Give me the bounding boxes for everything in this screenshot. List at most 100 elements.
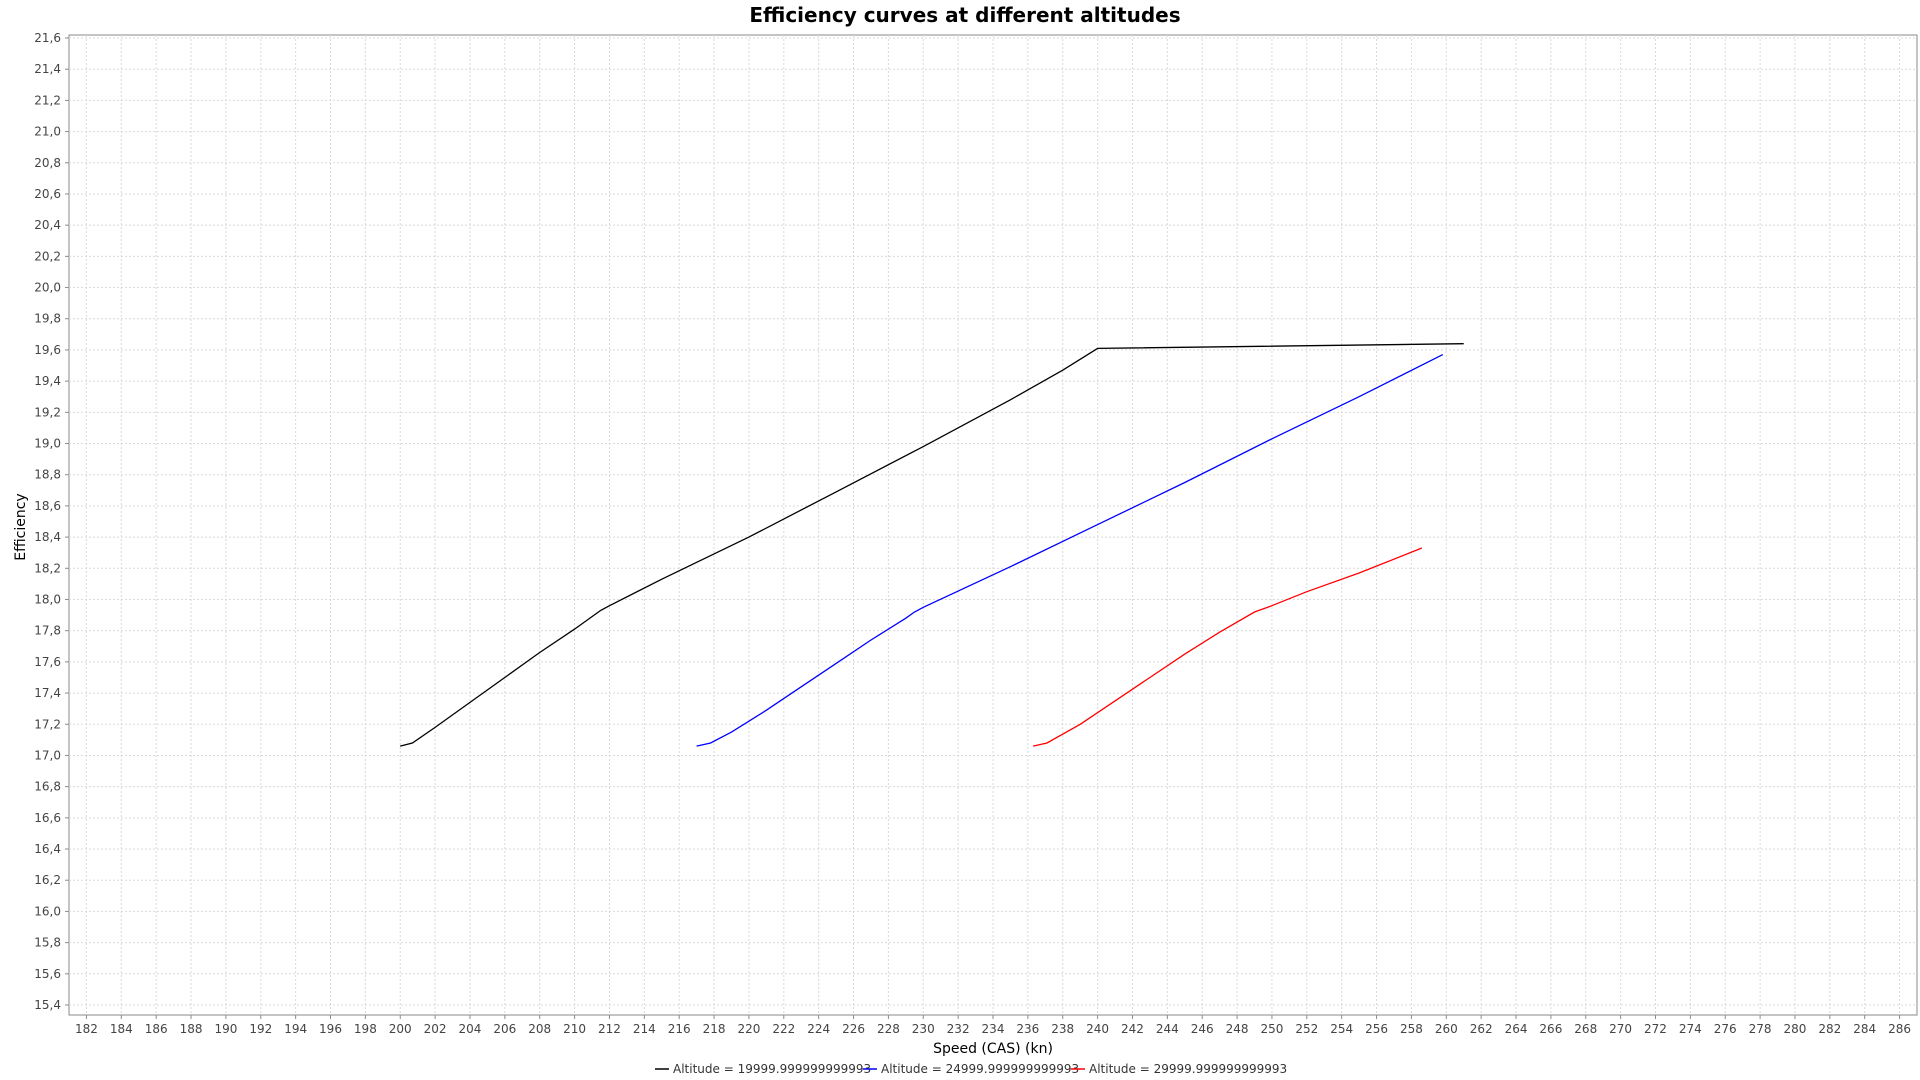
x-tick-label: 196 <box>319 1022 342 1036</box>
x-tick-label: 276 <box>1714 1022 1737 1036</box>
series-line-3 <box>1032 547 1423 747</box>
y-tick-label: 16,8 <box>34 780 61 794</box>
y-tick-label: 15,8 <box>34 936 61 950</box>
x-tick-label: 280 <box>1784 1022 1807 1036</box>
x-tick-label: 264 <box>1505 1022 1528 1036</box>
y-tick-label: 18,0 <box>34 592 61 606</box>
y-tick-label: 15,4 <box>34 998 61 1012</box>
legend-label: Altitude = 24999.999999999993 <box>881 1062 1079 1076</box>
x-tick-label: 202 <box>424 1022 447 1036</box>
x-tick-label: 238 <box>1051 1022 1074 1036</box>
x-tick-label: 246 <box>1191 1022 1214 1036</box>
y-tick-label: 20,2 <box>34 249 61 263</box>
y-tick-label: 15,6 <box>34 967 61 981</box>
x-tick-label: 184 <box>110 1022 133 1036</box>
x-tick-label: 222 <box>772 1022 795 1036</box>
legend-item-1: Altitude = 19999.999999999993 <box>655 1062 871 1076</box>
y-tick-label: 16,6 <box>34 811 61 825</box>
y-tick-label: 20,8 <box>34 156 61 170</box>
x-tick-label: 228 <box>877 1022 900 1036</box>
y-tick-label: 19,8 <box>34 312 61 326</box>
x-tick-label: 210 <box>563 1022 586 1036</box>
y-tick-label: 20,6 <box>34 187 61 201</box>
x-tick-label: 260 <box>1435 1022 1458 1036</box>
y-tick-label: 16,0 <box>34 904 61 918</box>
x-tick-label: 224 <box>807 1022 830 1036</box>
x-tick-label: 262 <box>1470 1022 1493 1036</box>
y-tick-label: 18,8 <box>34 468 61 482</box>
x-tick-label: 282 <box>1818 1022 1841 1036</box>
x-tick-label: 226 <box>842 1022 865 1036</box>
legend-label: Altitude = 29999.999999999993 <box>1089 1062 1287 1076</box>
x-tick-label: 236 <box>1016 1022 1039 1036</box>
series-lines <box>400 343 1464 747</box>
x-tick-label: 194 <box>284 1022 307 1036</box>
x-tick-label: 206 <box>493 1022 516 1036</box>
x-tick-label: 250 <box>1260 1022 1283 1036</box>
y-axis: 15,4 15,6 15,8 16,0 16,2 16,4 16,6 16,8 17,0 17,2… <box>34 31 69 1012</box>
y-tick-label: 19,2 <box>34 405 61 419</box>
series-line-1 <box>400 343 1464 747</box>
x-tick-label: 212 <box>598 1022 621 1036</box>
y-tick-label: 19,0 <box>34 437 61 451</box>
x-tick-label: 216 <box>668 1022 691 1036</box>
x-tick-label: 192 <box>249 1022 272 1036</box>
y-tick-label: 17,0 <box>34 748 61 762</box>
y-tick-label: 18,6 <box>34 499 61 513</box>
series-line-2 <box>696 354 1444 747</box>
y-axis-label: Efficiency <box>13 493 29 560</box>
x-tick-label: 258 <box>1400 1022 1423 1036</box>
legend-item-2: Altitude = 24999.999999999993 <box>863 1062 1079 1076</box>
y-tick-label: 20,4 <box>34 218 61 232</box>
y-tick-label: 21,6 <box>34 31 61 45</box>
y-tick-label: 21,2 <box>34 93 61 107</box>
legend-item-3: Altitude = 29999.999999999993 <box>1071 1062 1287 1076</box>
x-tick-label: 248 <box>1226 1022 1249 1036</box>
x-tick-label: 182 <box>75 1022 98 1036</box>
x-tick-label: 208 <box>528 1022 551 1036</box>
y-tick-label: 21,0 <box>34 125 61 139</box>
x-tick-label: 190 <box>214 1022 237 1036</box>
x-tick-label: 266 <box>1539 1022 1562 1036</box>
x-tick-label: 286 <box>1888 1022 1911 1036</box>
x-tick-label: 274 <box>1679 1022 1702 1036</box>
y-tick-label: 16,4 <box>34 842 61 856</box>
x-tick-label: 254 <box>1330 1022 1353 1036</box>
y-tick-label: 19,6 <box>34 343 61 357</box>
x-tick-label: 270 <box>1609 1022 1632 1036</box>
x-tick-label: 272 <box>1644 1022 1667 1036</box>
y-tick-label: 21,4 <box>34 62 61 76</box>
legend: Altitude = 19999.999999999993 Altitude = … <box>655 1062 1287 1076</box>
y-tick-label: 18,2 <box>34 561 61 575</box>
x-tick-label: 230 <box>912 1022 935 1036</box>
x-tick-label: 242 <box>1121 1022 1144 1036</box>
x-tick-label: 232 <box>947 1022 970 1036</box>
x-tick-label: 198 <box>354 1022 377 1036</box>
x-tick-label: 214 <box>633 1022 656 1036</box>
x-axis-label: Speed (CAS) (kn) <box>933 1041 1053 1057</box>
gridlines <box>69 35 1917 1015</box>
x-tick-label: 218 <box>703 1022 726 1036</box>
y-tick-label: 18,4 <box>34 530 61 544</box>
y-tick-label: 16,2 <box>34 873 61 887</box>
x-tick-label: 268 <box>1574 1022 1597 1036</box>
x-tick-label: 234 <box>982 1022 1005 1036</box>
x-tick-label: 220 <box>737 1022 760 1036</box>
x-tick-label: 200 <box>389 1022 412 1036</box>
x-axis: 182 184 186 188 190 192 194 196 198 200 202 204 206 2… <box>75 1015 1911 1036</box>
x-tick-label: 244 <box>1156 1022 1179 1036</box>
x-tick-label: 278 <box>1749 1022 1772 1036</box>
x-tick-label: 186 <box>145 1022 168 1036</box>
legend-label: Altitude = 19999.999999999993 <box>673 1062 871 1076</box>
chart-title: Efficiency curves at different altitudes <box>749 3 1180 27</box>
x-tick-label: 256 <box>1365 1022 1388 1036</box>
x-tick-label: 240 <box>1086 1022 1109 1036</box>
x-tick-label: 188 <box>180 1022 203 1036</box>
x-tick-label: 204 <box>459 1022 482 1036</box>
y-tick-label: 17,2 <box>34 717 61 731</box>
x-tick-label: 252 <box>1295 1022 1318 1036</box>
x-tick-label: 284 <box>1853 1022 1876 1036</box>
y-tick-label: 17,6 <box>34 655 61 669</box>
